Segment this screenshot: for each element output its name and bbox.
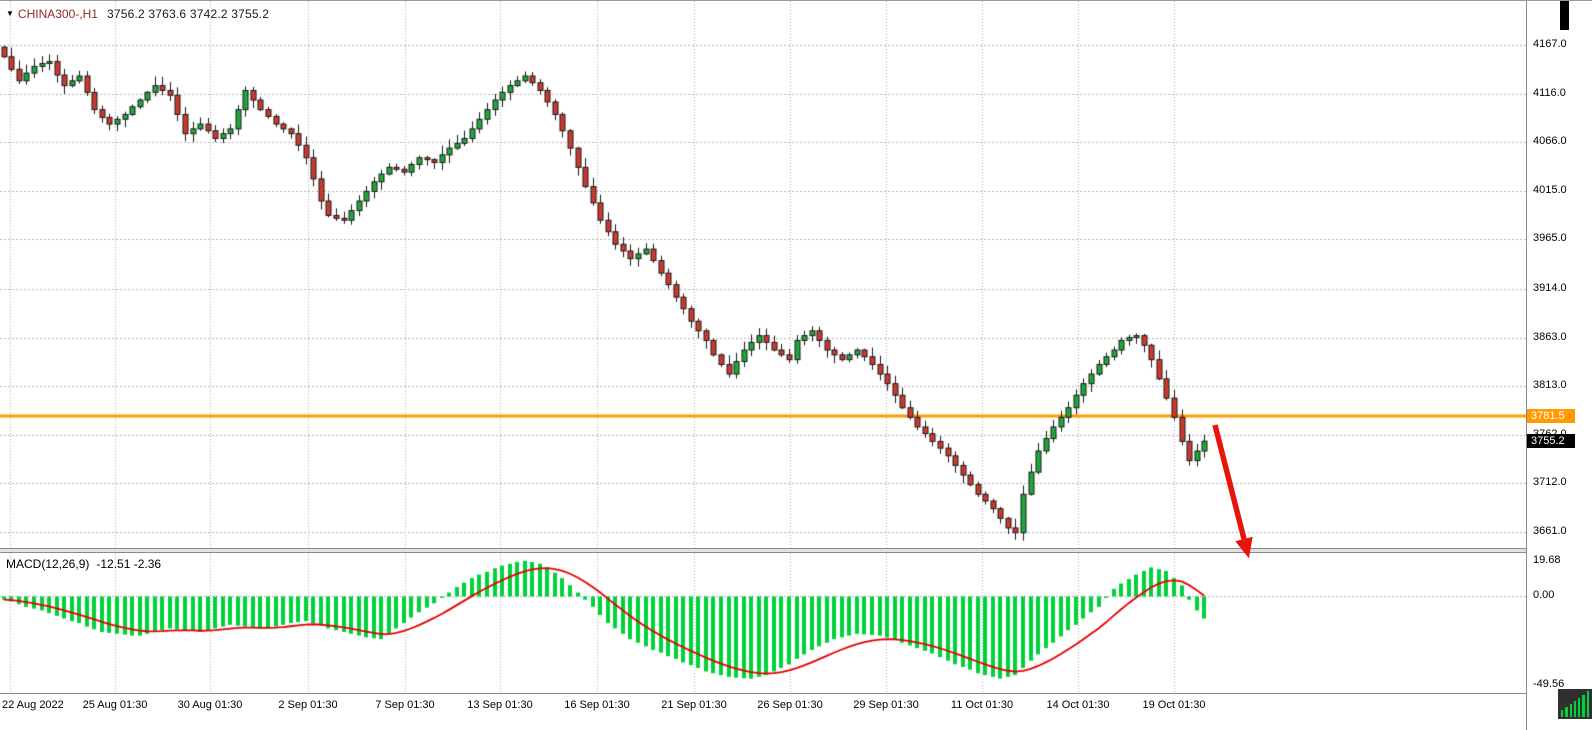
- price-axis-label: 3813.0: [1533, 378, 1567, 391]
- time-axis-label: 29 Sep 01:30: [853, 699, 919, 711]
- corner-bar: [1565, 707, 1568, 717]
- price-axis-label: 3661.0: [1533, 524, 1567, 537]
- time-axis-label: 22 Aug 2022: [2, 699, 64, 711]
- symbol-info-bar: ▼ CHINA300-,H1 3756.2 3763.6 3742.2 3755.2: [6, 7, 269, 21]
- price-chart-canvas[interactable]: [0, 1, 1526, 693]
- price-axis-label: 4167.0: [1533, 38, 1567, 51]
- price-axis-label: 4116.0: [1533, 87, 1566, 100]
- macd-axis-label: 19.68: [1533, 553, 1561, 566]
- time-axis-label: 11 Oct 01:30: [950, 699, 1014, 711]
- time-axis-label: 26 Sep 01:30: [757, 699, 823, 711]
- price-axis-label: 3712.0: [1533, 475, 1567, 488]
- hline-price-tag: 3781.5: [1527, 408, 1575, 423]
- macd-axis-label: -49.56: [1533, 678, 1565, 691]
- corner-bar: [1573, 701, 1577, 717]
- time-axis-label: 25 Aug 01:30: [82, 699, 148, 711]
- price-axis[interactable]: 4167.0 4116.0 4066.0 4015.0 3965.0 3914.0 3863…: [1526, 1, 1592, 730]
- macd-axis-label: 0.00: [1533, 589, 1555, 602]
- price-axis-label: 4015.0: [1533, 184, 1567, 197]
- price-axis-label: 3863.0: [1533, 330, 1567, 343]
- corner-bar: [1586, 691, 1589, 717]
- corner-mini-histogram: [1558, 689, 1592, 719]
- symbol-name: CHINA300-,H1: [17, 7, 98, 21]
- time-axis-label: 2 Sep 01:30: [278, 699, 338, 711]
- price-axis-label: 3914.0: [1533, 281, 1567, 294]
- corner-bar: [1578, 698, 1581, 717]
- time-axis-label: 21 Sep 01:30: [661, 699, 727, 711]
- macd-indicator-label: MACD(12,26,9) -12.51 -2.36: [6, 557, 161, 571]
- corner-bar: [1582, 695, 1585, 717]
- corner-bar: [1569, 704, 1572, 717]
- macd-current-values: -12.51 -2.36: [96, 557, 162, 571]
- scrollbar-thumb[interactable]: [1560, 1, 1569, 30]
- symbol-marker-icon: ▼: [6, 9, 14, 18]
- time-axis-label: 14 Oct 01:30: [1046, 699, 1110, 711]
- time-axis[interactable]: 22 Aug 2022 25 Aug 01:30 30 Aug 01:30 2 Sep…: [0, 693, 1526, 730]
- panel-divider[interactable]: [0, 548, 1526, 553]
- symbol-ohlc-values: 3756.2 3763.6 3742.2 3755.2: [106, 7, 270, 21]
- corner-bar: [1561, 710, 1564, 717]
- price-axis-label: 3965.0: [1533, 232, 1567, 245]
- time-axis-label: 30 Aug 01:30: [177, 699, 243, 711]
- time-axis-label: 19 Oct 01:30: [1142, 699, 1206, 711]
- price-axis-label: 4066.0: [1533, 135, 1567, 148]
- time-axis-label: 7 Sep 01:30: [375, 699, 435, 711]
- last-price-tag: 3755.2: [1527, 434, 1575, 449]
- macd-name: MACD(12,26,9): [6, 557, 90, 571]
- time-axis-label: 16 Sep 01:30: [564, 699, 630, 711]
- time-axis-label: 13 Sep 01:30: [467, 699, 533, 711]
